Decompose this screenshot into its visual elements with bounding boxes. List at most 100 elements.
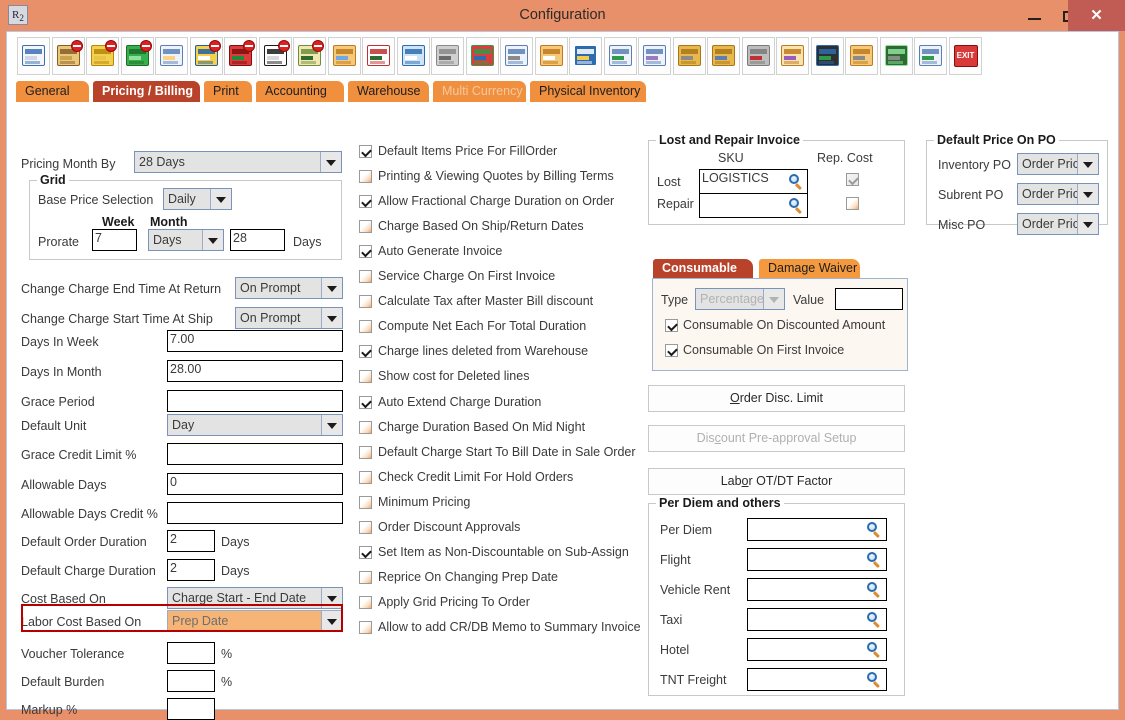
chevron-down-icon[interactable] (1077, 184, 1098, 204)
transfer-doc-button[interactable] (914, 37, 947, 75)
ruler-button[interactable] (396, 37, 430, 75)
shipping-book-button[interactable] (51, 37, 85, 75)
consumable-value-input[interactable] (835, 288, 903, 310)
checkbox-charge-based-on-ship-return-dates[interactable] (359, 220, 372, 234)
card-edit-button[interactable] (569, 37, 602, 75)
minimize-button[interactable] (1017, 0, 1052, 31)
search-icon[interactable] (866, 582, 882, 599)
checkbox-consumable-on-first-invoice[interactable] (665, 344, 678, 357)
checkbox-consumable-on-discounted-amount[interactable] (665, 319, 678, 332)
checkbox-service-charge-on-first-invoice[interactable] (359, 270, 372, 284)
form-window-button[interactable] (189, 37, 223, 75)
paid-stamp-button[interactable] (224, 37, 257, 75)
chevron-down-icon[interactable] (321, 278, 342, 298)
vehicle-rent-input[interactable] (747, 578, 887, 601)
search-icon[interactable] (866, 672, 882, 689)
tnt-freight-input[interactable] (747, 668, 887, 691)
close-button[interactable]: ✕ (1068, 0, 1125, 31)
checkbox-order-discount-approvals[interactable] (359, 520, 372, 534)
change-charge-start-time-at-ship-combo[interactable]: On Prompt (235, 307, 343, 329)
consumable-type-combo[interactable]: Percentage (695, 288, 785, 310)
chevron-down-icon[interactable] (321, 611, 342, 631)
edit-document-button[interactable] (155, 37, 188, 75)
checkbox-check-credit-limit-for-hold-orders[interactable] (359, 470, 372, 484)
checkbox-calculate-tax-after-master-bill-discount[interactable] (359, 295, 372, 309)
tab-general[interactable]: General (15, 80, 90, 102)
chevron-down-icon[interactable] (763, 289, 784, 309)
default-unit-combo[interactable]: Day (167, 414, 343, 436)
tab-warehouse[interactable]: Warehouse (347, 80, 430, 102)
checkbox-set-item-as-non-discountable-on-sub-assign[interactable] (359, 545, 372, 559)
document-add-button[interactable] (603, 37, 637, 75)
ledger-button[interactable] (293, 37, 326, 75)
color-balls-button[interactable] (465, 37, 499, 75)
grace-period-input[interactable] (167, 390, 343, 412)
pricing-month-by-combo[interactable]: 28 Days (134, 151, 342, 173)
subrent-po-combo[interactable]: Order Price (1017, 183, 1099, 205)
gold-bag-button[interactable] (672, 37, 706, 75)
prorate-week-input[interactable]: 7 (92, 229, 137, 251)
chevron-down-icon[interactable] (1077, 214, 1098, 234)
grace-credit-limit-input[interactable] (167, 443, 343, 465)
tab-physical-inventory[interactable]: Physical Inventory (529, 80, 647, 102)
tab-print[interactable]: Print (203, 80, 253, 102)
gold-user-button[interactable] (707, 37, 740, 75)
grid-table-button[interactable] (258, 37, 292, 75)
checkbox-apply-grid-pricing-to-order[interactable] (359, 595, 372, 609)
checkbox-auto-extend-charge-duration[interactable] (359, 395, 372, 409)
chevron-down-icon[interactable] (202, 230, 223, 250)
default-burden-input[interactable] (167, 670, 215, 692)
calendar-button[interactable] (362, 37, 395, 75)
checkbox-minimum-pricing[interactable] (359, 495, 372, 509)
hotel-input[interactable] (747, 638, 887, 661)
checkbox-allow-to-add-cr-db-memo-to-summary-invoice[interactable] (359, 620, 372, 634)
flight-input[interactable] (747, 548, 887, 571)
repair-rep-cost-checkbox[interactable] (846, 197, 859, 210)
checkbox-printing-viewing-quotes-by-billing-terms[interactable] (359, 170, 372, 184)
inner-tab-damage-waiver[interactable]: Damage Waiver (758, 258, 861, 279)
inner-tab-consumable[interactable]: Consumable (652, 258, 754, 279)
allowable-days-credit-input[interactable] (167, 502, 343, 524)
gears-button[interactable] (431, 37, 464, 75)
checkbox-charge-lines-deleted-from-warehouse[interactable] (359, 345, 372, 359)
allowable-days-input[interactable]: 0 (167, 473, 343, 495)
change-charge-end-time-at-return-combo[interactable]: On Prompt (235, 277, 343, 299)
search-icon[interactable] (866, 552, 882, 569)
clipboard-stack-button[interactable] (776, 37, 809, 75)
checkbox-show-cost-for-deleted-lines[interactable] (359, 370, 372, 384)
tab-pricing-billing[interactable]: Pricing / Billing (92, 80, 201, 102)
money-coins-button[interactable] (86, 37, 119, 75)
save-button[interactable] (17, 37, 50, 75)
search-icon[interactable] (866, 612, 882, 629)
cost-based-on-combo[interactable]: Charge Start - End Date (167, 587, 343, 609)
lock-arrow-button[interactable] (327, 37, 361, 75)
checkbox-allow-fractional-charge-duration-on-order[interactable] (359, 195, 372, 209)
chevron-down-icon[interactable] (320, 152, 341, 172)
checkbox-default-charge-start-to-bill-date-in-sale-order[interactable] (359, 445, 372, 459)
checkbox-compute-net-each-for-total-duration[interactable] (359, 320, 372, 334)
checkbox-reprice-on-changing-prep-date[interactable] (359, 570, 372, 584)
checkbox-default-items-price-for-fillorder[interactable] (359, 145, 372, 158)
chevron-down-icon[interactable] (321, 588, 342, 608)
default-order-duration-input[interactable]: 2 (167, 530, 215, 552)
days-in-week-input[interactable]: 7.00 (167, 330, 343, 352)
per-diem-input[interactable] (747, 518, 887, 541)
folder-gear-button[interactable] (845, 37, 878, 75)
invoice-button[interactable] (120, 37, 154, 75)
prorate-month-input[interactable]: 28 (230, 229, 285, 251)
lost-sku-input[interactable]: LOGISTICS (699, 169, 808, 194)
misc-po-combo[interactable]: Order Price (1017, 213, 1099, 235)
exit-button[interactable]: EXIT (948, 37, 982, 75)
inventory-po-combo[interactable]: Order Price (1017, 153, 1099, 175)
voucher-tolerance-input[interactable] (167, 642, 215, 664)
base-price-selection-combo[interactable]: Daily (163, 188, 232, 210)
taxi-input[interactable] (747, 608, 887, 631)
tab-accounting[interactable]: Accounting (255, 80, 345, 102)
chess-piece-button[interactable] (810, 37, 844, 75)
document-undo-button[interactable] (638, 37, 671, 75)
days-in-month-input[interactable]: 28.00 (167, 360, 343, 382)
calculator-gear-button[interactable] (879, 37, 913, 75)
folder-clock-button[interactable] (534, 37, 568, 75)
checkbox-charge-duration-based-on-mid-night[interactable] (359, 420, 372, 434)
labor-cost-based-on-combo[interactable]: Prep Date (167, 610, 343, 632)
